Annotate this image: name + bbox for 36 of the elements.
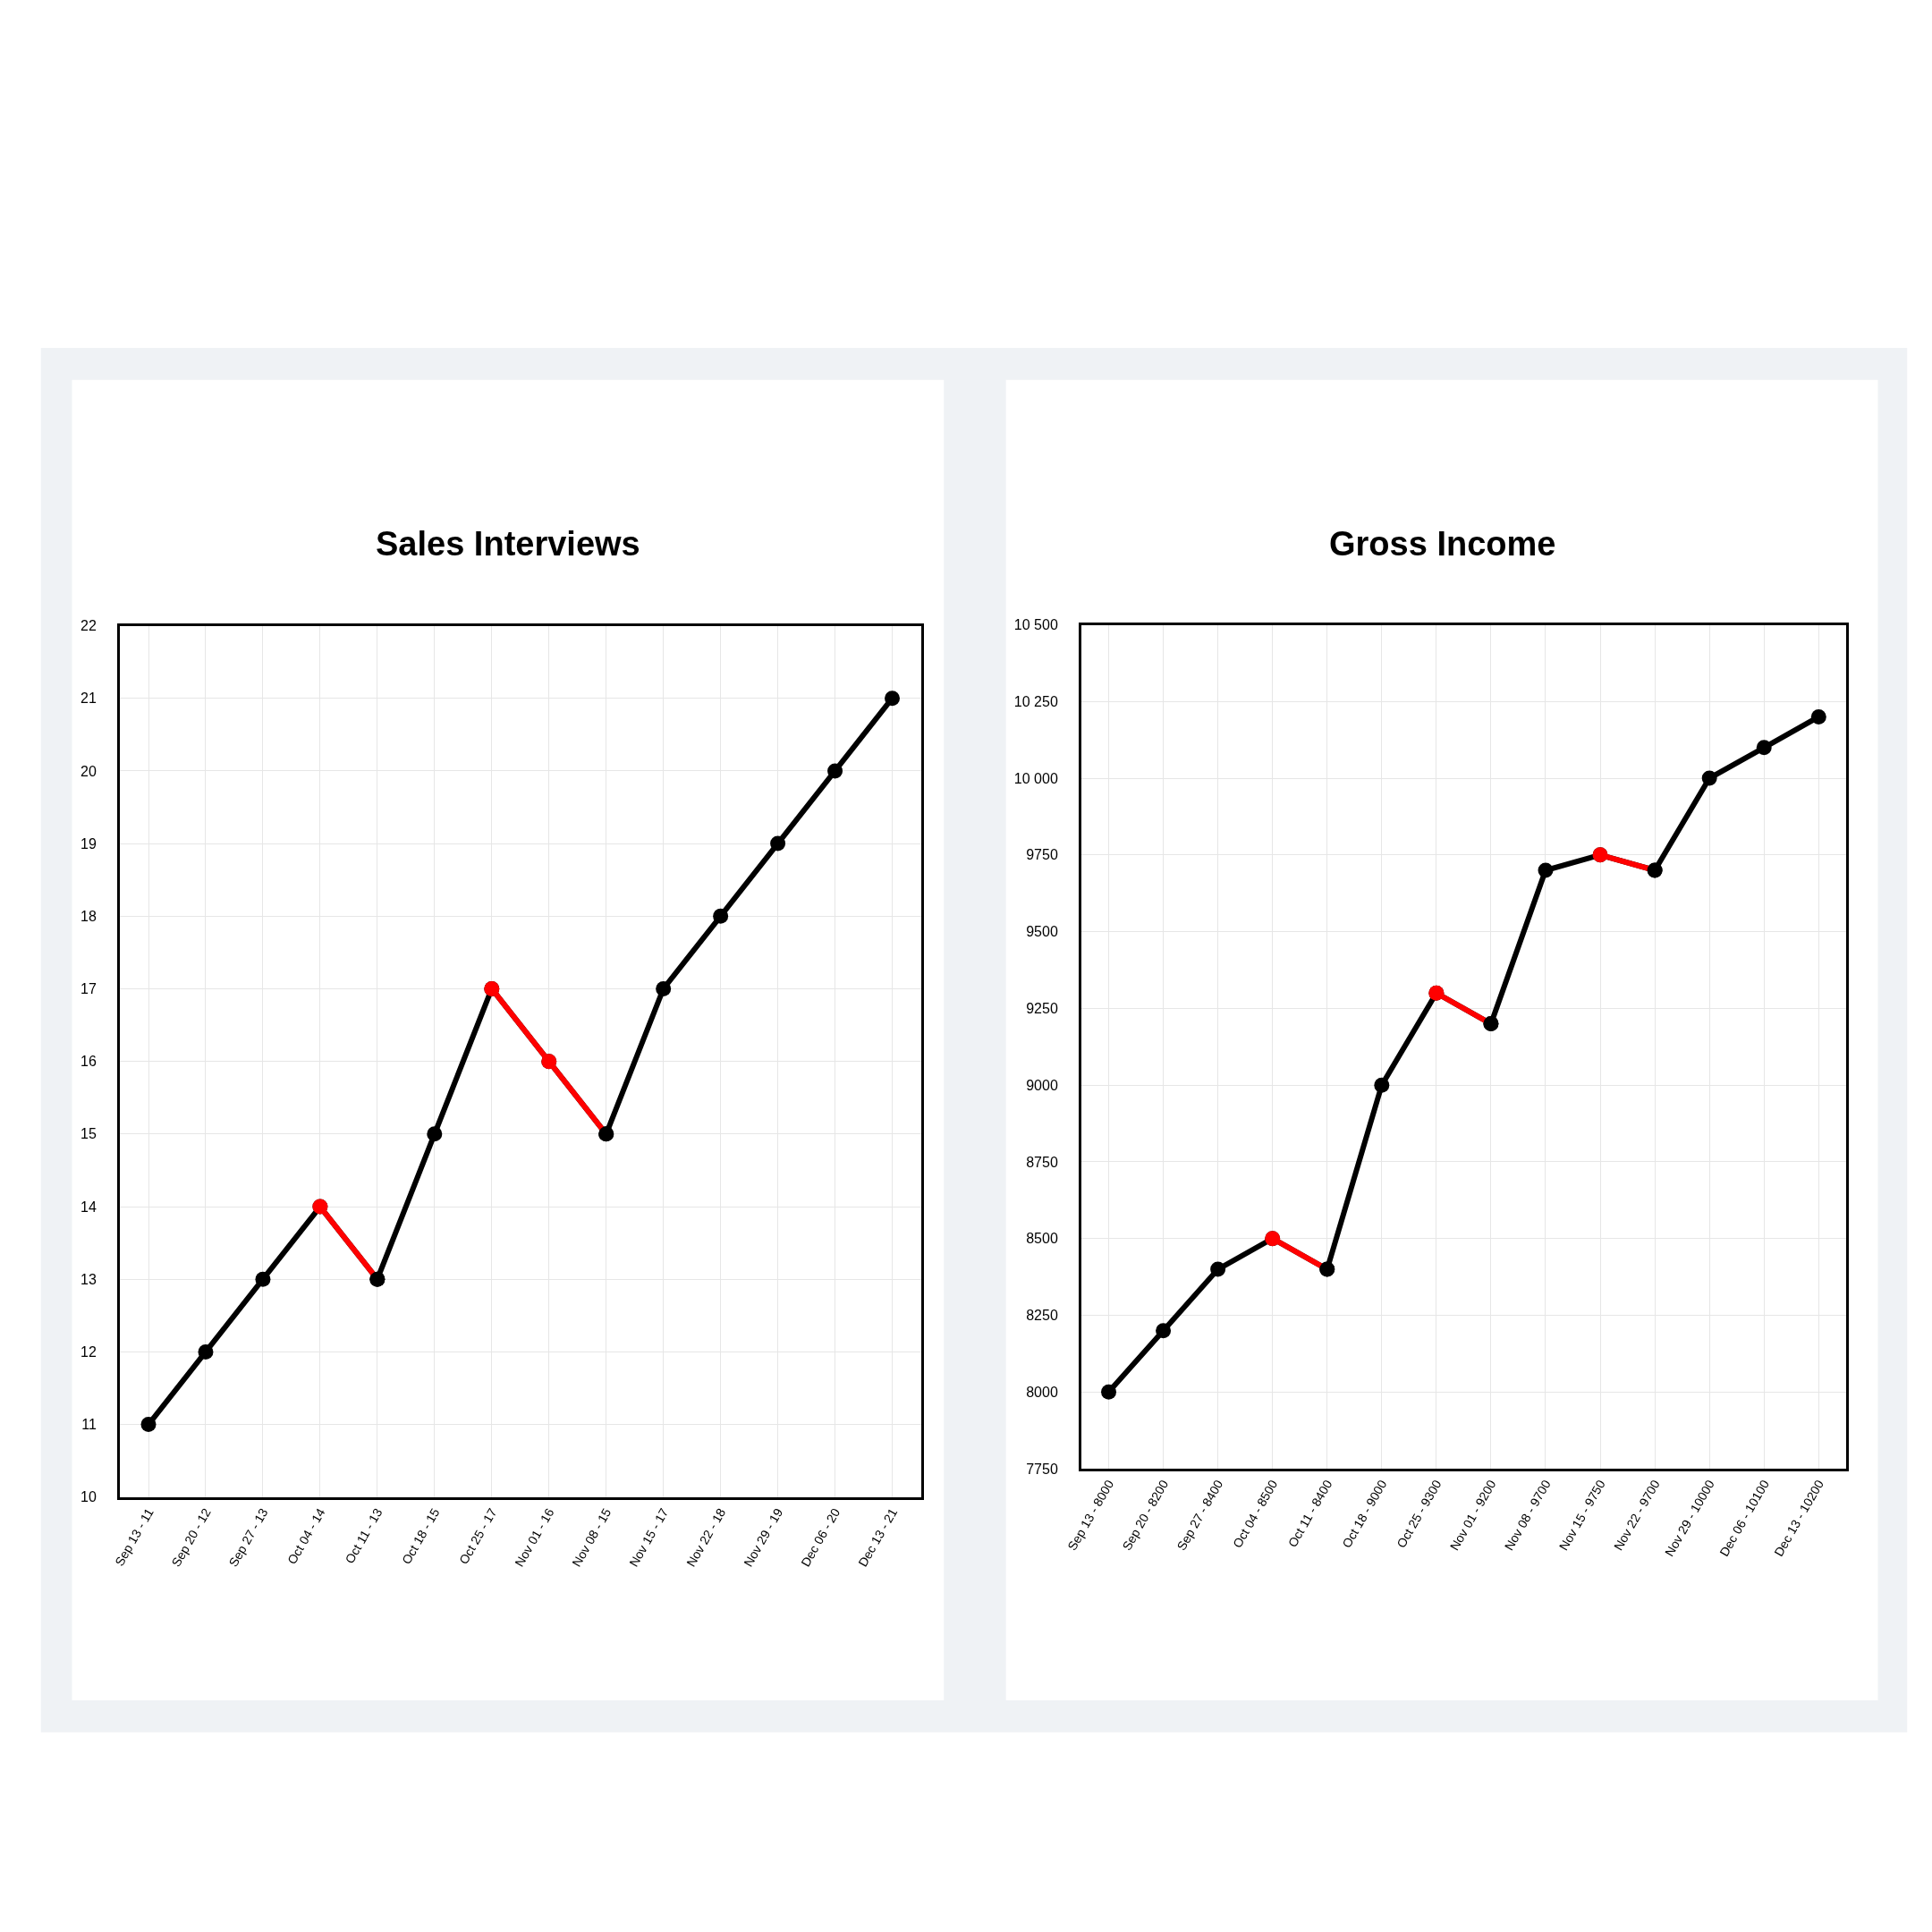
x-tick-label: Oct 11 - 13 [342, 1505, 386, 1566]
x-tick-label: Sep 13 - 11 [112, 1505, 157, 1569]
chart-title: Gross Income [1329, 525, 1556, 563]
x-tick-label: Oct 18 - 15 [398, 1505, 443, 1567]
y-tick-label: 18 [80, 908, 97, 924]
y-tick-label: 22 [80, 618, 97, 634]
y-tick-label: 10 [80, 1489, 97, 1505]
y-tick-label: 17 [80, 981, 97, 997]
y-tick-label: 9000 [1026, 1077, 1058, 1093]
x-tick-label: Sep 20 - 12 [168, 1505, 214, 1570]
y-tick-label: 14 [80, 1199, 97, 1215]
x-tick-label: Dec 06 - 20 [798, 1505, 843, 1570]
y-tick-label: 8000 [1026, 1384, 1058, 1400]
y-tick-label: 7750 [1026, 1461, 1058, 1477]
x-tick-label: Sep 27 - 13 [225, 1505, 271, 1570]
y-tick-label: 11 [81, 1417, 97, 1433]
x-tick-label: Oct 25 - 17 [455, 1505, 500, 1567]
y-tick-label: 19 [80, 835, 97, 852]
y-tick-label: 10 000 [1013, 770, 1058, 786]
x-tick-label: Oct 04 - 14 [284, 1505, 328, 1567]
y-tick-label: 15 [80, 1126, 97, 1142]
y-tick-label: 13 [80, 1271, 97, 1287]
y-tick-label: 8500 [1026, 1231, 1058, 1247]
y-tick-label: 20 [80, 763, 97, 779]
y-tick-label: 10 250 [1013, 693, 1058, 709]
y-tick-label: 8750 [1026, 1154, 1058, 1170]
chart-title: Sales Interviews [376, 525, 640, 563]
y-tick-label: 9500 [1026, 924, 1058, 940]
y-tick-label: 16 [80, 1054, 97, 1070]
y-tick-label: 9250 [1026, 1000, 1058, 1016]
y-tick-label: 9750 [1026, 847, 1058, 863]
y-tick-label: 21 [80, 691, 97, 707]
y-tick-label: 10 500 [1013, 617, 1058, 633]
x-tick-label: Dec 13 - 21 [855, 1505, 901, 1570]
y-tick-label: 12 [80, 1344, 97, 1360]
y-tick-label: 8250 [1026, 1308, 1058, 1324]
